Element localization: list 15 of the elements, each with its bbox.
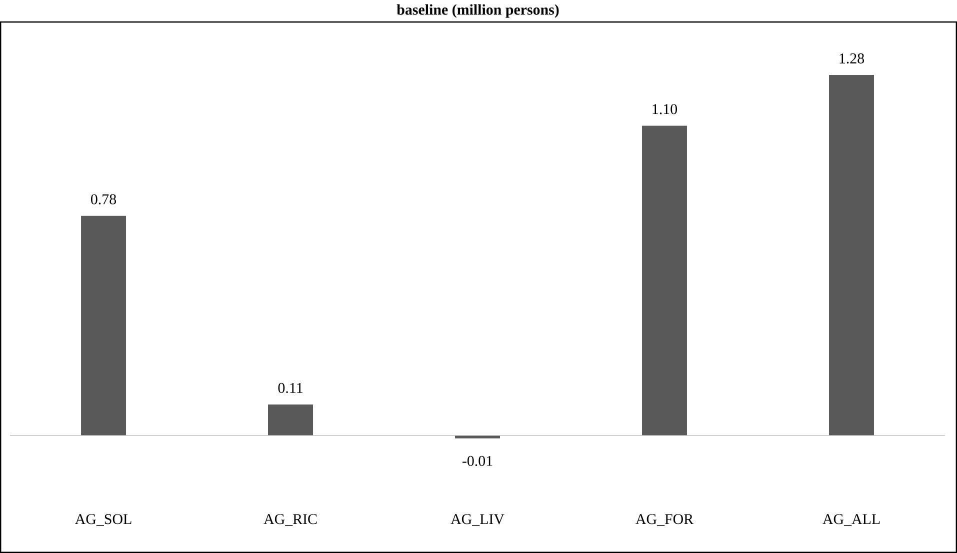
- data-label: 1.10: [652, 104, 678, 114]
- bar: [642, 126, 688, 436]
- bar: [81, 216, 126, 436]
- data-label: 0.11: [278, 382, 302, 394]
- bar: [268, 404, 314, 436]
- data-label: -0.01: [462, 456, 492, 466]
- chart-title: baseline (million persons): [396, 4, 559, 18]
- x-tick-label: AG_SOL: [75, 514, 132, 526]
- data-label: 0.78: [90, 194, 116, 204]
- data-label: 1.28: [840, 53, 864, 64]
- bar: [829, 75, 874, 436]
- x-tick-label: AG_LIV: [450, 514, 504, 526]
- x-tick-label: AG_FOR: [636, 514, 694, 526]
- x-tick-label: AG_ALL: [822, 514, 880, 526]
- x-tick-label: AG_RIC: [264, 514, 317, 526]
